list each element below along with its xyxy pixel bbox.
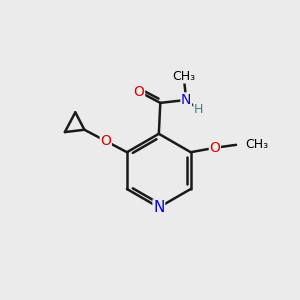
Text: O: O [100, 134, 111, 148]
Text: O: O [134, 85, 145, 99]
Text: H: H [194, 103, 203, 116]
Text: CH₃: CH₃ [172, 70, 195, 83]
Text: CH₃: CH₃ [245, 138, 268, 151]
Text: O: O [209, 141, 220, 155]
Text: N: N [153, 200, 164, 215]
Text: N: N [181, 93, 191, 107]
